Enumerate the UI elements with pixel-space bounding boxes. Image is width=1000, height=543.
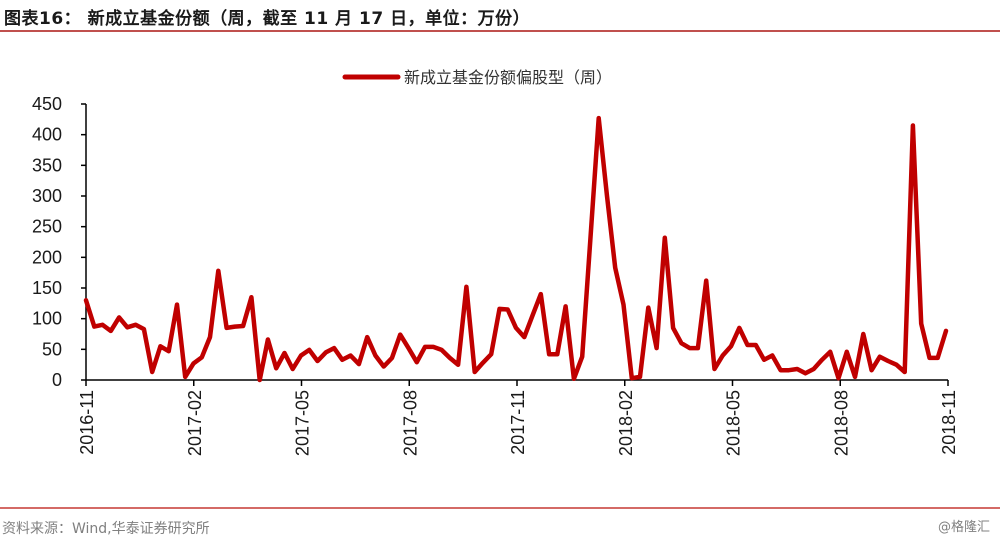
x-tick-label: 2018-08	[831, 390, 851, 456]
y-tick-label: 450	[32, 94, 62, 114]
chart-legend: 新成立基金份额偏股型（周）	[342, 68, 612, 87]
x-tick-label: 2017-11	[508, 390, 528, 455]
source-note: 资料来源：Wind,华泰证券研究所	[2, 521, 210, 537]
y-axis: 0 50 100 150 200 250 300 350 400 450	[32, 94, 87, 390]
figure-title: 图表16： 新成立基金份额（周，截至 11 月 17 日，单位：万份）	[4, 9, 531, 29]
x-tick-label: 2018-11	[939, 390, 959, 455]
y-tick-label: 300	[32, 186, 62, 206]
x-tick-label: 2018-05	[724, 390, 744, 456]
series-line	[83, 115, 949, 383]
x-tick-label: 2017-02	[185, 390, 205, 456]
x-tick-label: 2016-11	[77, 390, 97, 455]
y-tick-label: 100	[32, 309, 62, 329]
y-tick-label: 0	[52, 370, 62, 390]
y-tick-label: 50	[42, 339, 62, 359]
x-tick-label: 2018-02	[616, 390, 636, 456]
y-tick-label: 150	[32, 278, 62, 298]
x-axis: 2016-11 2017-02 2017-05 2017-08 2017-11 2018-…	[77, 379, 959, 456]
footer-divider	[0, 507, 1000, 509]
title-divider	[0, 30, 1000, 32]
legend-label: 新成立基金份额偏股型（周）	[404, 68, 612, 87]
y-tick-label: 400	[32, 125, 62, 145]
x-tick-label: 2017-08	[400, 390, 420, 456]
y-tick-label: 200	[32, 247, 62, 267]
x-tick-label: 2017-05	[293, 390, 313, 456]
line-chart: 新成立基金份额偏股型（周） 0 50 100 150 200 250 300 350 400 45…	[32, 68, 959, 456]
watermark: @格隆汇	[937, 520, 990, 535]
y-tick-label: 350	[32, 155, 62, 175]
y-tick-label: 250	[32, 217, 62, 237]
